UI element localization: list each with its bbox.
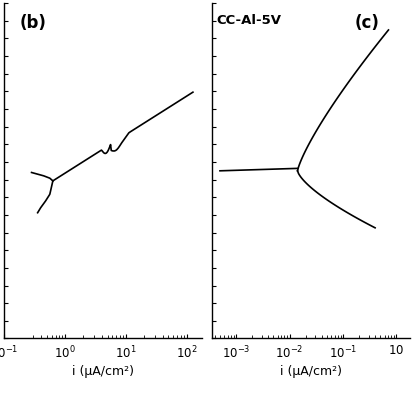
X-axis label: i (μA/cm²): i (μA/cm²): [279, 364, 341, 377]
X-axis label: i (μA/cm²): i (μA/cm²): [72, 364, 134, 377]
Text: CC-Al-5V: CC-Al-5V: [216, 14, 280, 27]
Text: (c): (c): [354, 14, 378, 32]
Text: (b): (b): [20, 14, 47, 32]
